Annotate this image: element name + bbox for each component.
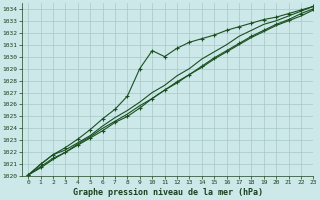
X-axis label: Graphe pression niveau de la mer (hPa): Graphe pression niveau de la mer (hPa) [73, 188, 263, 197]
